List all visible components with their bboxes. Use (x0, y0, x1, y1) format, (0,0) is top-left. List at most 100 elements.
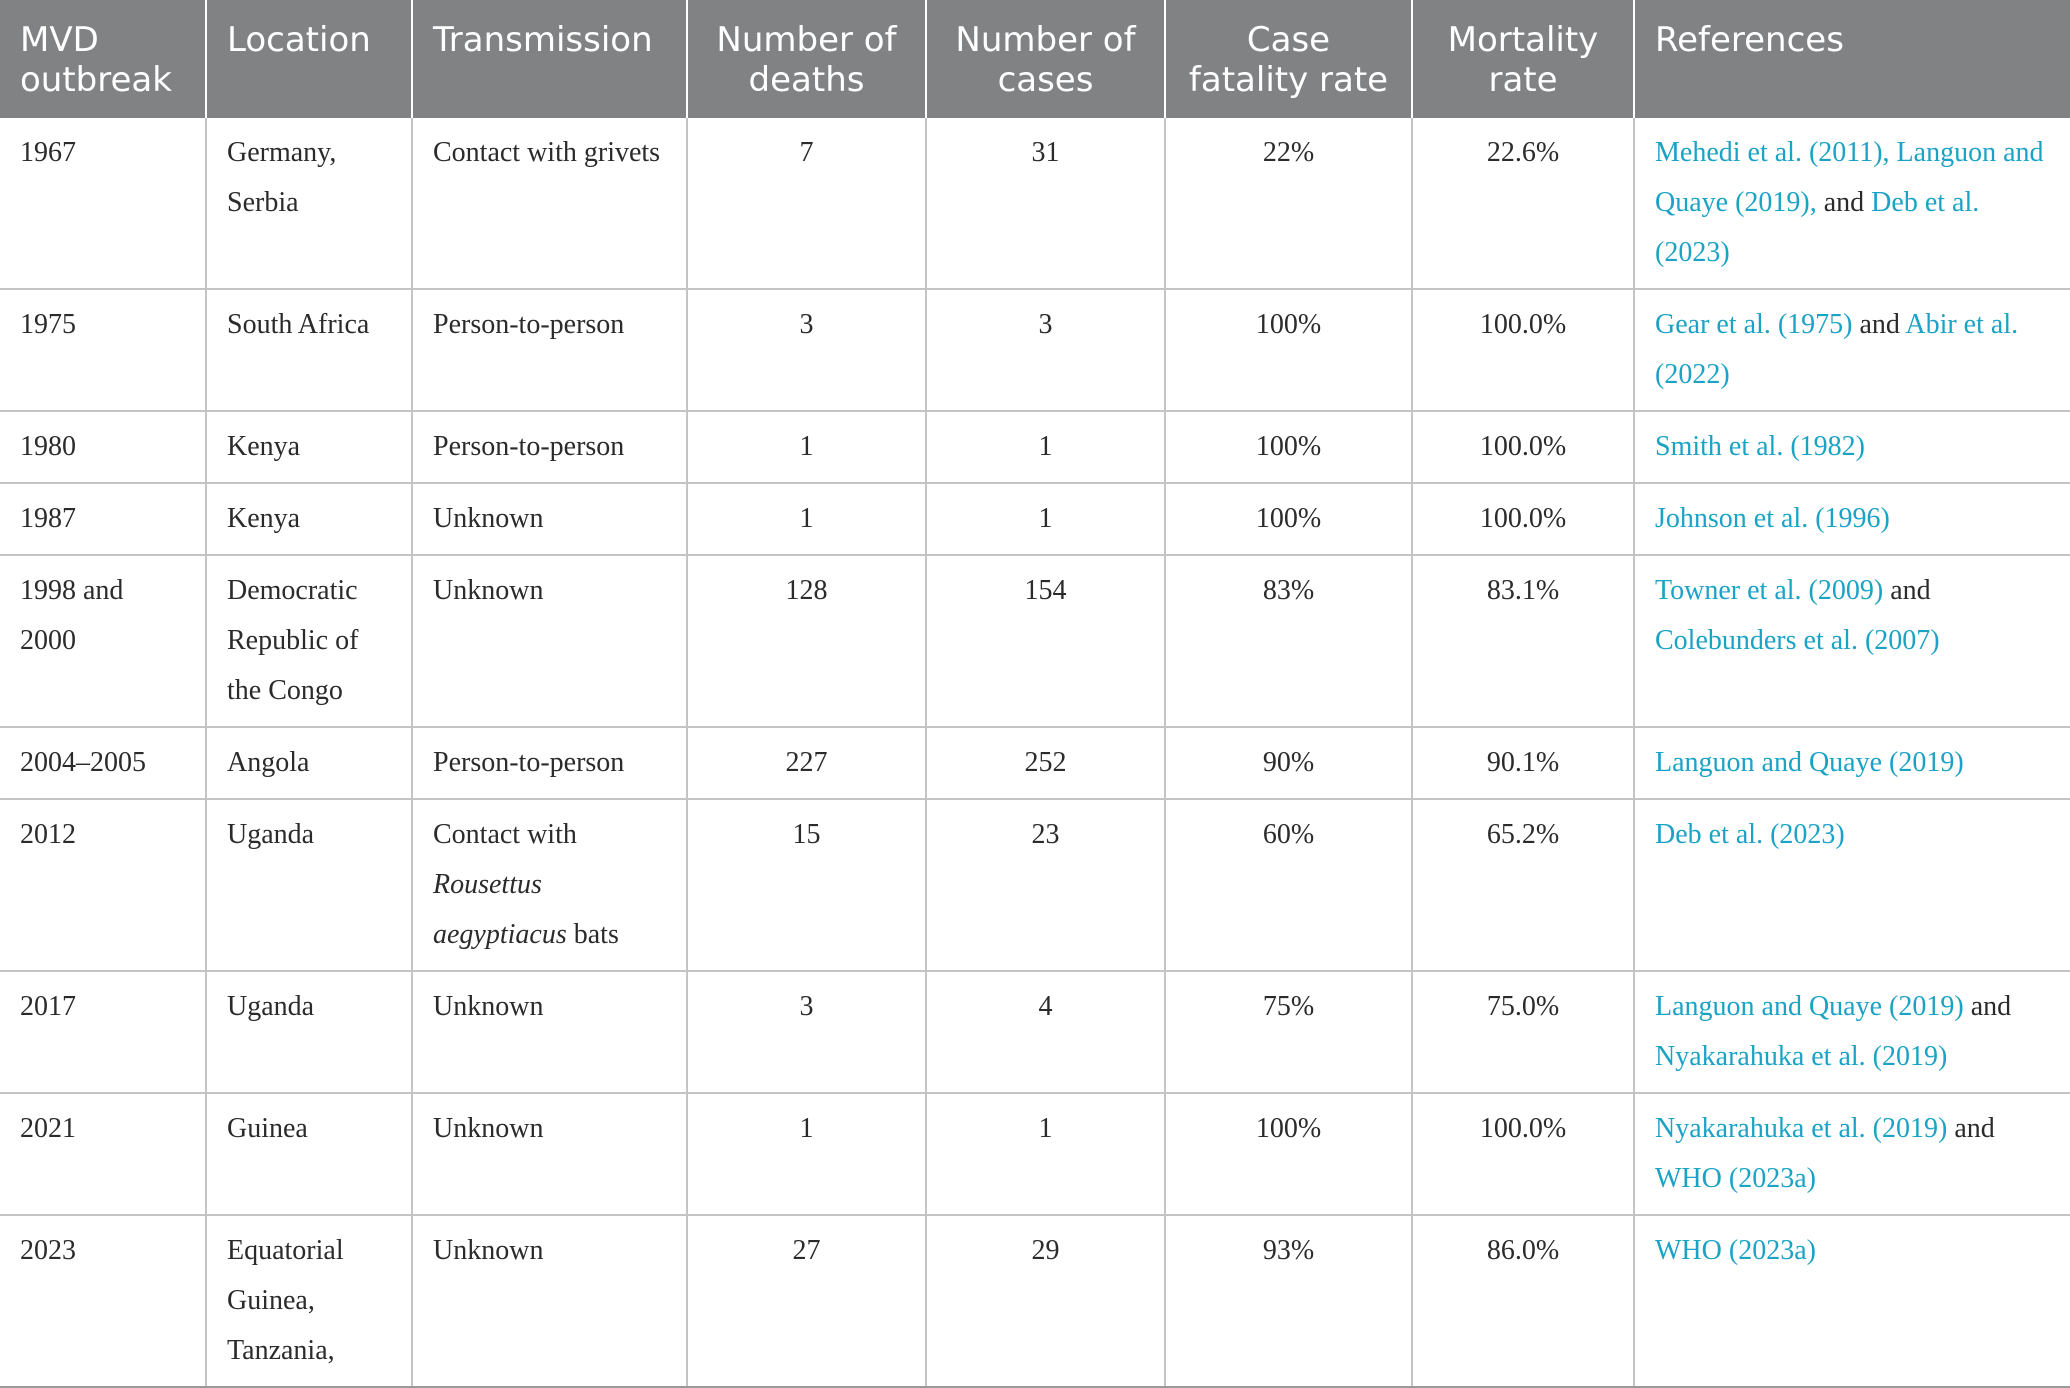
cell-case-fatality-rate: 93% (1164, 1215, 1412, 1388)
transmission-text: Unknown (433, 1113, 544, 1144)
cell-mortality-rate: 100.0% (1411, 289, 1634, 412)
cell-location: Uganda (205, 799, 412, 972)
table-row: 1980 Kenya Person-to-person 1 1 100% 100.0% Smi… (0, 411, 2070, 484)
cell-mortality-rate: 65.2% (1411, 799, 1634, 972)
cell-year: 1975 (0, 289, 206, 412)
cell-transmission: Contact with grivets (411, 118, 687, 290)
transmission-text: Unknown (433, 575, 544, 606)
table-body: 1967 Germany, Serbia Contact with grivets 7… (0, 118, 2070, 1388)
cell-deaths: 1 (686, 411, 926, 484)
reference-link[interactable]: Johnson et al. (1996) (1655, 503, 1890, 534)
cell-deaths: 1 (686, 483, 926, 556)
reference-separator: and (1816, 187, 1872, 218)
cell-mortality-rate: 100.0% (1411, 411, 1634, 484)
cell-cases: 31 (925, 118, 1165, 290)
reference-link[interactable]: Mehedi et al. (2011), Languon and Quaye … (1655, 137, 2044, 218)
cell-references: Nyakarahuka et al. (2019) and WHO (2023a… (1633, 1093, 2070, 1216)
reference-link[interactable]: Languon and Quaye (2019) (1655, 747, 1964, 778)
header-mvd-outbreak: MVD outbreak (0, 0, 206, 118)
cell-case-fatality-rate: 100% (1164, 1093, 1412, 1216)
table-row: 1998 and 2000 Democratic Republic of the … (0, 555, 2070, 728)
cell-year: 1980 (0, 411, 206, 484)
reference-separator: and (1883, 575, 1931, 606)
table-header: MVD outbreak Location Transmission Numbe… (0, 0, 2070, 118)
cell-location: Guinea (205, 1093, 412, 1216)
cell-references: Smith et al. (1982) (1633, 411, 2070, 484)
cell-location: Kenya (205, 483, 412, 556)
cell-references: Deb et al. (2023) (1633, 799, 2070, 972)
cell-case-fatality-rate: 60% (1164, 799, 1412, 972)
cell-references: Towner et al. (2009) and Colebunders et … (1633, 555, 2070, 728)
cell-mortality-rate: 90.1% (1411, 727, 1634, 800)
cell-location: Germany, Serbia (205, 118, 412, 290)
reference-link[interactable]: Colebunders et al. (2007) (1655, 625, 1940, 656)
cell-cases: 23 (925, 799, 1165, 972)
cell-case-fatality-rate: 100% (1164, 483, 1412, 556)
cell-transmission: Person-to-person (411, 411, 687, 484)
cell-mortality-rate: 75.0% (1411, 971, 1634, 1094)
table-row: 1987 Kenya Unknown 1 1 100% 100.0% Johnson et a… (0, 483, 2070, 556)
table-row: 2004–2005 Angola Person-to-person 227 252 90%… (0, 727, 2070, 800)
cell-location: Angola (205, 727, 412, 800)
header-row: MVD outbreak Location Transmission Numbe… (0, 0, 2070, 118)
cell-deaths: 1 (686, 1093, 926, 1216)
cell-deaths: 27 (686, 1215, 926, 1388)
cell-deaths: 7 (686, 118, 926, 290)
table-row: 1967 Germany, Serbia Contact with grivets 7… (0, 118, 2070, 290)
transmission-text: Unknown (433, 503, 544, 534)
cell-transmission: Person-to-person (411, 289, 687, 412)
cell-cases: 1 (925, 483, 1165, 556)
cell-location: Uganda (205, 971, 412, 1094)
cell-case-fatality-rate: 22% (1164, 118, 1412, 290)
reference-separator: and (1852, 309, 1906, 340)
transmission-text: Contact with grivets (433, 137, 661, 168)
cell-location: South Africa (205, 289, 412, 412)
cell-deaths: 3 (686, 971, 926, 1094)
reference-link[interactable]: WHO (2023a) (1655, 1235, 1816, 1266)
reference-link[interactable]: Towner et al. (2009) (1655, 575, 1884, 606)
reference-link[interactable]: Nyakarahuka et al. (2019) (1655, 1113, 1948, 1144)
reference-link[interactable]: Nyakarahuka et al. (2019) (1655, 1041, 1948, 1072)
cell-transmission: Unknown (411, 555, 687, 728)
cell-cases: 1 (925, 411, 1165, 484)
cell-references: Gear et al. (1975) and Abir et al. (2022… (1633, 289, 2070, 412)
cell-case-fatality-rate: 100% (1164, 289, 1412, 412)
cell-cases: 29 (925, 1215, 1165, 1388)
header-number-of-cases: Number of cases (925, 0, 1165, 118)
reference-link[interactable]: Languon and Quaye (2019) (1655, 991, 1964, 1022)
reference-link[interactable]: Abir et al. (2022) (1655, 309, 2019, 390)
reference-link[interactable]: Deb et al. (2023) (1655, 819, 1845, 850)
reference-link[interactable]: WHO (2023a) (1655, 1163, 1816, 1194)
cell-year: 2023 (0, 1215, 206, 1388)
cell-mortality-rate: 100.0% (1411, 1093, 1634, 1216)
cell-deaths: 227 (686, 727, 926, 800)
transmission-text: Person-to-person (433, 747, 625, 778)
transmission-text: Person-to-person (433, 309, 625, 340)
reference-link[interactable]: Deb et al. (2023) (1655, 187, 1980, 268)
cell-year: 2021 (0, 1093, 206, 1216)
reference-link[interactable]: Smith et al. (1982) (1655, 431, 1865, 462)
table-row: 2017 Uganda Unknown 3 4 75% 75.0% Languon and Q… (0, 971, 2070, 1094)
reference-link[interactable]: Gear et al. (1975) (1655, 309, 1853, 340)
cell-cases: 154 (925, 555, 1165, 728)
cell-transmission: Unknown (411, 1215, 687, 1388)
cell-deaths: 128 (686, 555, 926, 728)
cell-case-fatality-rate: 75% (1164, 971, 1412, 1094)
transmission-text: Person-to-person (433, 431, 625, 462)
transmission-species: Rousettus aegyptiacus (433, 869, 567, 950)
cell-references: Languon and Quaye (2019) (1633, 727, 2070, 800)
cell-cases: 4 (925, 971, 1165, 1094)
reference-separator: and (1963, 991, 2012, 1022)
header-transmission: Transmission (411, 0, 687, 118)
reference-separator: and (1947, 1113, 1995, 1144)
header-location: Location (205, 0, 412, 118)
cell-transmission: Person-to-person (411, 727, 687, 800)
cell-transmission: Unknown (411, 483, 687, 556)
cell-references: Languon and Quaye (2019) and Nyakarahuka… (1633, 971, 2070, 1094)
cell-references: Johnson et al. (1996) (1633, 483, 2070, 556)
cell-cases: 252 (925, 727, 1165, 800)
cell-case-fatality-rate: 90% (1164, 727, 1412, 800)
cell-mortality-rate: 86.0% (1411, 1215, 1634, 1388)
transmission-text-suffix: bats (566, 919, 619, 950)
